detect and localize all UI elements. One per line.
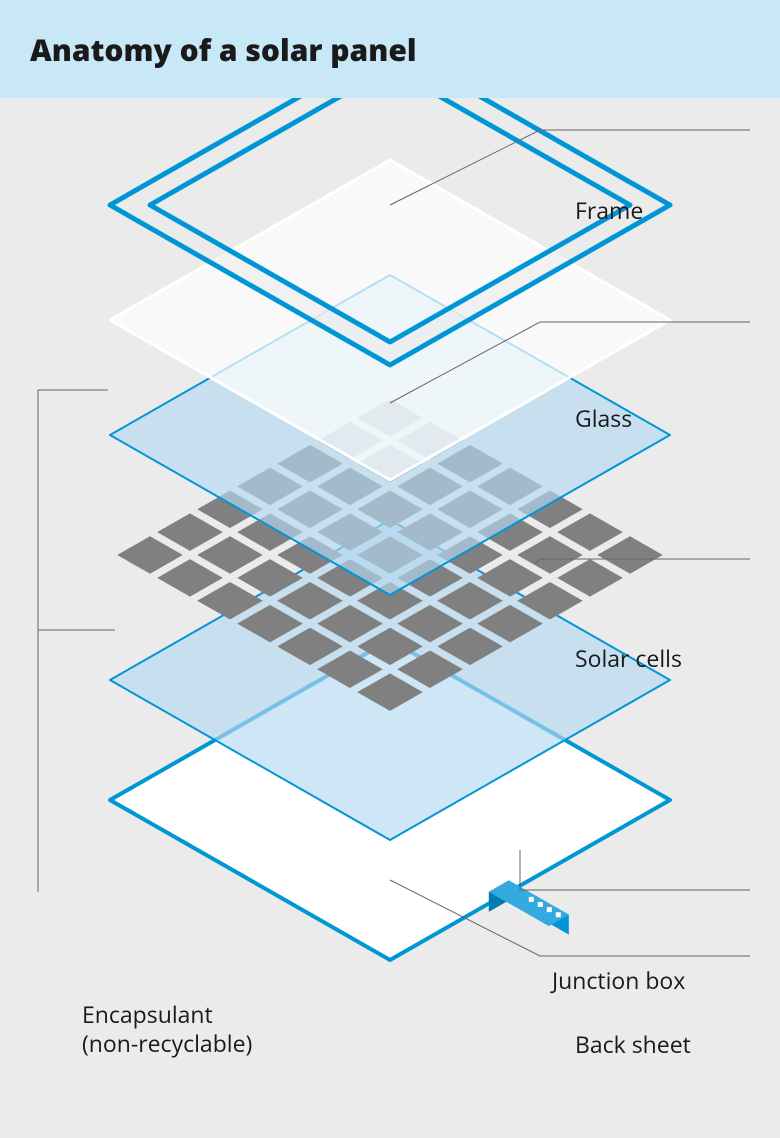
label-glass: Glass: [575, 404, 632, 433]
label-frame: Frame: [575, 196, 643, 225]
label-encapsulant: Encapsulant (non-recyclable): [82, 1000, 252, 1058]
label-junction-box: Junction box: [552, 966, 685, 995]
label-solar-cells: Solar cells: [575, 644, 682, 673]
diagram-title: Anatomy of a solar panel: [30, 29, 417, 70]
title-bar: Anatomy of a solar panel: [0, 0, 780, 98]
label-back-sheet: Back sheet: [575, 1030, 691, 1059]
junction-box: [489, 880, 569, 934]
diagram-container: Anatomy of a solar panel Frame Glass Sol…: [0, 0, 780, 1138]
